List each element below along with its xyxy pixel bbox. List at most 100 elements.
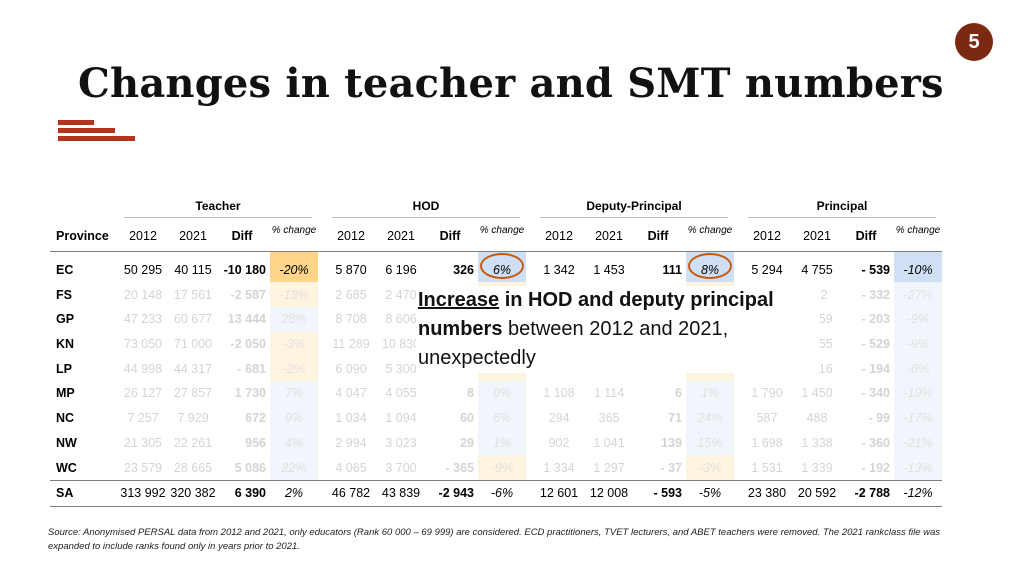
value-pct-change: -3% [686, 455, 734, 481]
province-cell: KN [56, 337, 75, 352]
col-2012: 2012 [326, 220, 376, 252]
value-diff: 672 [245, 411, 266, 426]
value-diff: -2 943 [426, 479, 478, 507]
value-pct-change: -9% [894, 307, 942, 332]
value-pct-change: -20% [270, 251, 318, 283]
value-diff: -2 587 [230, 287, 266, 302]
value-diff: 139 [661, 435, 682, 450]
value-2021: 6 196 [385, 263, 417, 278]
value-diff: - 365 [445, 460, 475, 475]
value-pct-change: 7% [270, 381, 318, 406]
value-2012: 5 870 [335, 263, 367, 278]
value-2021: 1 338 [801, 435, 833, 450]
value-2021: 40 115 [174, 263, 212, 278]
col-2012: 2012 [534, 220, 584, 252]
province-cell: WC [56, 460, 77, 475]
value-2021: 1 453 [593, 263, 625, 278]
value-diff: -2 050 [230, 337, 266, 352]
value-2012: 1 342 [543, 263, 575, 278]
highlight-circle [688, 252, 732, 279]
province-cell: NC [56, 411, 75, 426]
value-2021: 1 339 [801, 460, 833, 475]
value-pct-change: -3% [270, 331, 318, 357]
value-2012: 1 108 [543, 386, 575, 401]
col-2021: 2021 [792, 220, 842, 252]
value-2012: 8 708 [335, 312, 367, 327]
value-pct-change: 2% [270, 479, 318, 507]
value-pct-change: 0% [478, 381, 526, 406]
province-cell: MP [56, 386, 75, 401]
province-cell: NW [56, 435, 77, 450]
highlight-circle [480, 252, 524, 279]
value-2021: 17 561 [173, 287, 213, 302]
value-2012: 46 782 [326, 479, 376, 507]
source-note: Source: Anonymised PERSAL data from 2012… [48, 527, 941, 552]
table-row: NW 21 305 22 261 956 4% 2 994 3 023 29 1% 902 1 04… [50, 430, 942, 456]
value-diff: - 192 [861, 460, 891, 475]
callout-word-numbers: numbers [418, 318, 503, 340]
value-pct-change: 24% [686, 405, 734, 431]
value-diff: 29 [460, 435, 474, 450]
value-diff: - 340 [861, 386, 891, 401]
col-2012: 2012 [742, 220, 792, 252]
value-2021: 365 [598, 411, 620, 426]
value-2012: 7 257 [127, 411, 159, 426]
value-2012: 23 579 [123, 460, 163, 475]
col-pct-change: % change [478, 220, 526, 252]
value-pct-change: -9% [478, 455, 526, 481]
value-2021: 12 008 [584, 479, 634, 507]
value-2012: 20 148 [123, 287, 163, 302]
value-diff: 111 [662, 263, 682, 278]
value-2021: 4 755 [801, 263, 833, 278]
value-2021: 1 297 [593, 460, 625, 475]
value-pct-change: -2% [270, 356, 318, 382]
value-2012: 21 305 [123, 435, 163, 450]
value-diff: - 37 [660, 460, 682, 475]
province-cell: SA [50, 479, 118, 507]
value-pct-change: 9% [270, 405, 318, 431]
value-pct-change: -12% [894, 479, 942, 507]
value-2021: 3 023 [385, 435, 417, 450]
value-2021: 44 317 [173, 361, 213, 376]
value-2021: 8 606 [385, 312, 417, 327]
value-2021: 43 839 [376, 479, 426, 507]
col-2012: 2012 [118, 220, 168, 252]
value-pct-change: -21% [894, 430, 942, 456]
value-diff: 6 390 [218, 479, 270, 507]
value-diff: - 332 [861, 287, 891, 302]
value-diff: 326 [453, 263, 474, 278]
group-header-teacher: Teacher [118, 196, 318, 221]
value-diff: 60 [460, 411, 474, 426]
value-pct-change: -13% [894, 455, 942, 481]
value-2012: 294 [548, 411, 570, 426]
value-2012: 587 [756, 411, 778, 426]
value-diff: - 99 [868, 411, 890, 426]
province-cell: LP [56, 361, 72, 376]
accent-bar [58, 120, 94, 125]
callout-word-increase: Increase [418, 289, 500, 311]
value-pct-change: 6% [478, 405, 526, 431]
col-2021: 2021 [376, 220, 426, 252]
col-pct-change: % change [894, 220, 942, 252]
value-2021: 1 450 [801, 386, 833, 401]
value-2012: 1 034 [335, 411, 367, 426]
value-2021: 10 830 [381, 337, 421, 352]
province-cell: EC [56, 263, 74, 278]
value-diff: - 203 [861, 312, 891, 327]
value-2021: 4 055 [385, 386, 417, 401]
col-diff: Diff [842, 220, 894, 252]
value-2012: 11 289 [332, 337, 370, 352]
province-header: Province [50, 220, 118, 252]
value-2012: 902 [548, 435, 570, 450]
value-diff: 8 [467, 386, 474, 401]
slide-number-badge: 5 [955, 23, 993, 61]
value-pct-change: -6% [894, 356, 942, 382]
value-2021: 60 677 [173, 312, 213, 327]
value-diff: 5 086 [234, 460, 266, 475]
table-row: NC 7 257 7 929 672 9% 1 034 1 094 60 6% 294 365 71 2… [50, 405, 942, 431]
value-2012: 1 334 [543, 460, 575, 475]
value-2012: 2 685 [335, 287, 367, 302]
value-pct-change: 6% [478, 251, 526, 283]
col-diff: Diff [426, 220, 478, 252]
value-pct-change: 22% [270, 455, 318, 481]
